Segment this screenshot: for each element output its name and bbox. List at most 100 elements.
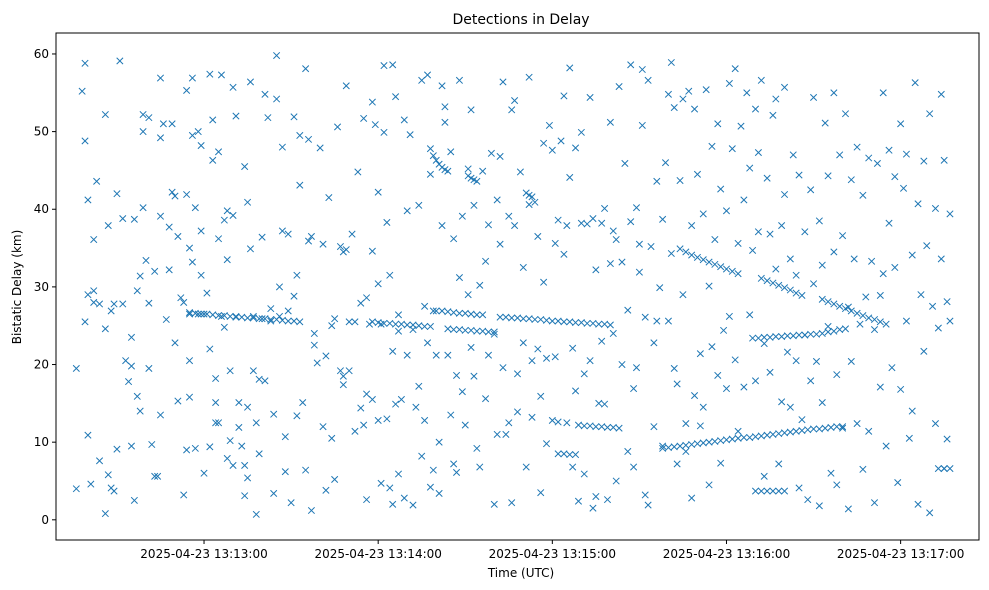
data-point	[601, 204, 609, 213]
data-point	[380, 319, 388, 327]
data-point	[789, 332, 797, 340]
data-point	[156, 134, 165, 142]
data-point	[191, 444, 199, 452]
data-point	[873, 159, 881, 167]
data-point	[551, 239, 559, 247]
data-point	[705, 282, 713, 290]
data-point	[743, 89, 751, 97]
data-point	[865, 154, 873, 162]
data-point	[528, 193, 536, 201]
data-point	[751, 377, 760, 385]
data-point	[455, 274, 464, 282]
data-point	[766, 368, 774, 376]
data-point	[574, 421, 583, 429]
data-point	[255, 375, 263, 383]
data-point	[278, 316, 286, 324]
data-point	[542, 316, 551, 324]
data-point	[444, 325, 452, 333]
data-point	[659, 444, 667, 452]
data-point	[757, 432, 765, 440]
data-point	[569, 463, 577, 471]
data-point	[394, 311, 403, 319]
data-point	[783, 332, 791, 340]
data-point	[203, 289, 211, 297]
data-point	[908, 251, 916, 259]
data-point	[870, 315, 879, 324]
data-point	[429, 307, 437, 315]
data-point	[455, 326, 464, 334]
data-point	[519, 339, 527, 347]
data-point	[513, 408, 522, 416]
data-point	[261, 90, 269, 98]
data-point	[859, 312, 867, 320]
data-point	[435, 438, 443, 446]
data-point	[441, 118, 449, 126]
data-point	[304, 237, 313, 245]
data-point	[90, 298, 98, 306]
data-point	[371, 121, 379, 129]
data-point	[412, 403, 420, 411]
data-point	[606, 260, 614, 268]
data-point	[508, 499, 516, 507]
data-point	[760, 340, 768, 348]
data-point	[174, 232, 182, 240]
data-point	[769, 487, 777, 495]
data-point	[778, 398, 786, 406]
data-point	[801, 228, 809, 236]
data-point	[261, 377, 269, 385]
data-point	[690, 105, 699, 113]
data-point	[473, 311, 481, 319]
data-point	[368, 318, 376, 326]
data-point	[798, 416, 806, 424]
data-point	[226, 437, 234, 445]
data-point	[290, 317, 298, 325]
data-point	[319, 423, 327, 431]
data-point	[725, 79, 733, 88]
data-point	[786, 428, 794, 436]
data-point	[746, 311, 754, 319]
data-point	[670, 443, 678, 451]
data-point	[879, 270, 887, 278]
data-point	[821, 424, 829, 432]
data-point	[244, 314, 252, 322]
data-point	[577, 319, 585, 327]
data-point	[197, 310, 205, 318]
data-point	[467, 310, 475, 318]
data-point	[682, 441, 690, 449]
data-point	[482, 257, 490, 265]
data-point	[389, 347, 397, 355]
data-point	[598, 337, 606, 345]
data-point	[708, 343, 716, 351]
data-point	[638, 65, 646, 74]
data-point	[302, 466, 310, 474]
data-point	[162, 315, 170, 324]
data-point	[670, 364, 678, 372]
data-point	[197, 142, 205, 150]
plot-area	[55, 32, 980, 541]
data-point	[592, 266, 600, 274]
data-point	[139, 128, 147, 136]
data-point	[241, 162, 249, 171]
data-point	[757, 487, 765, 495]
data-point	[525, 315, 533, 323]
data-point	[717, 185, 725, 193]
data-point	[101, 110, 109, 119]
data-point	[659, 215, 667, 223]
data-point	[772, 333, 780, 341]
data-point	[191, 309, 199, 317]
data-point	[212, 374, 220, 383]
data-point	[856, 320, 864, 328]
data-point	[569, 344, 577, 352]
data-point	[836, 151, 844, 159]
data-point	[699, 210, 707, 218]
data-point	[267, 315, 275, 324]
data-point	[252, 419, 260, 427]
data-point	[763, 174, 771, 182]
data-point	[830, 327, 838, 335]
data-point	[258, 233, 266, 241]
data-point	[839, 424, 847, 432]
data-point	[389, 500, 397, 508]
data-point	[421, 322, 429, 331]
data-point	[618, 360, 626, 369]
data-point	[496, 152, 504, 161]
